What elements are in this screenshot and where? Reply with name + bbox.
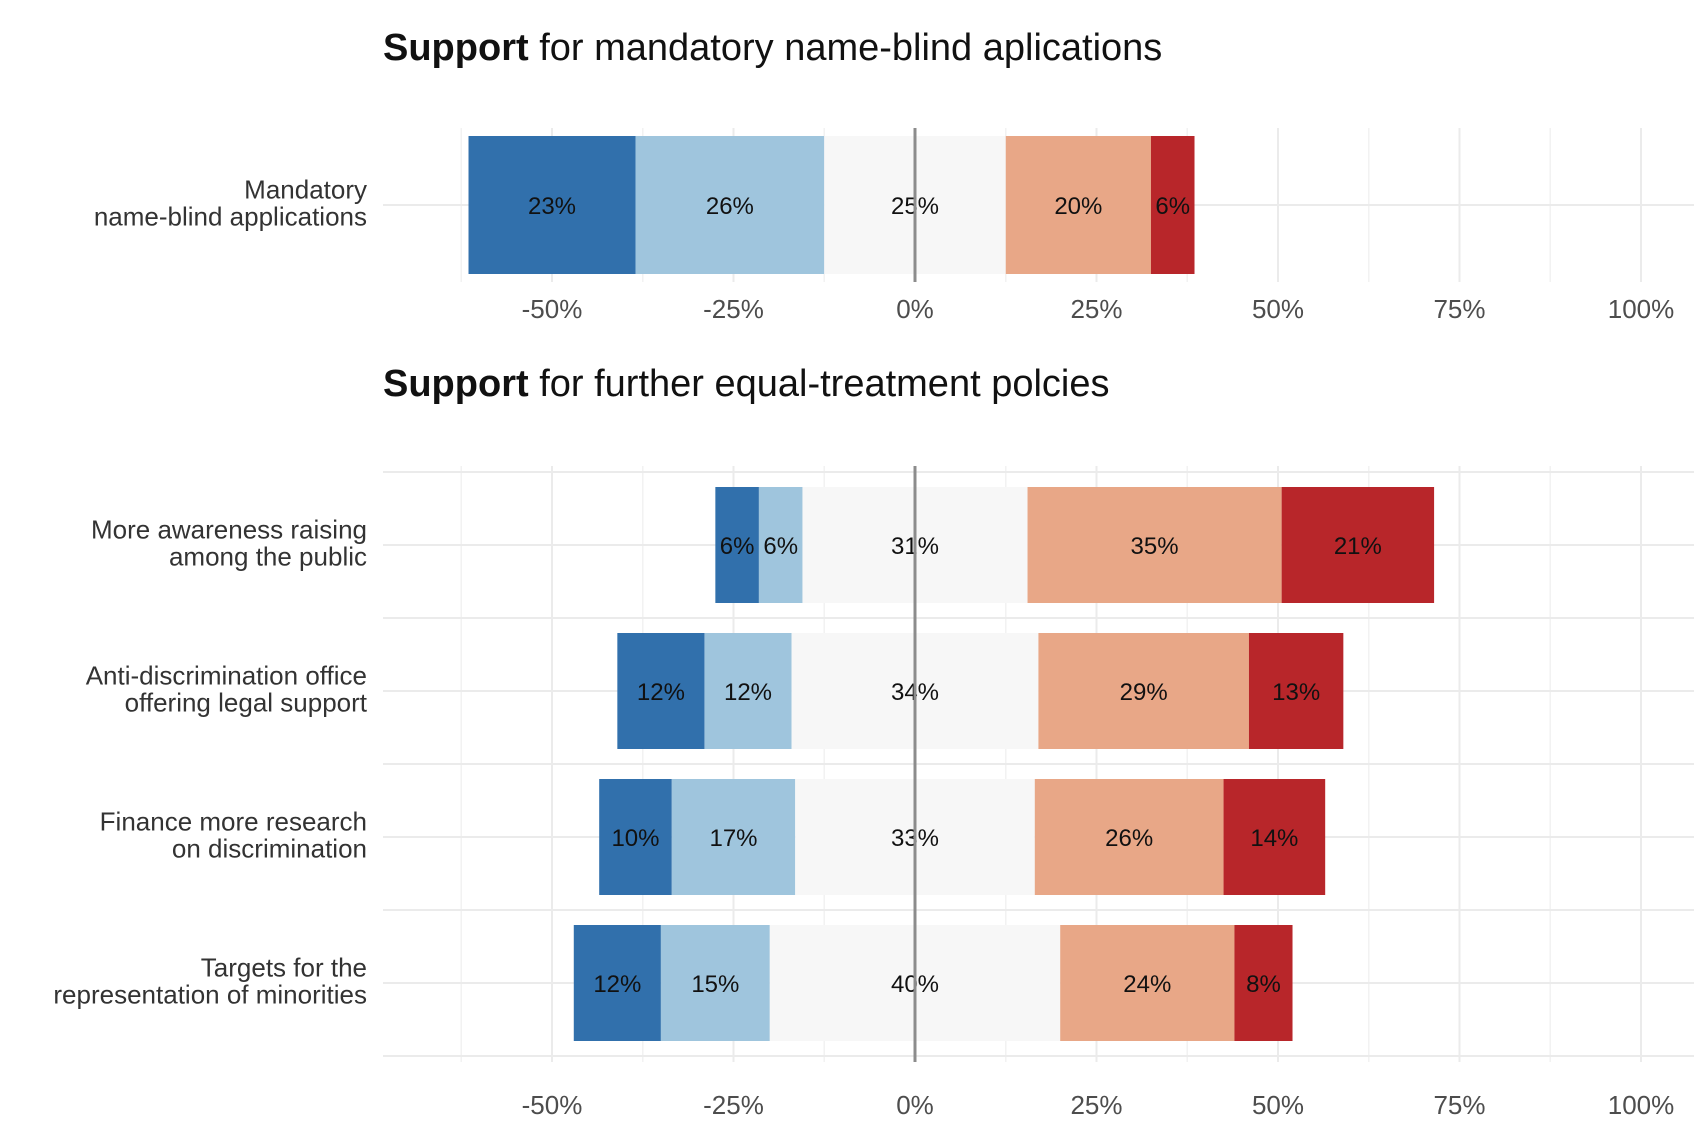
data-label: 6%: [1155, 193, 1190, 220]
chart-title: Support for mandatory name-blind aplicat…: [383, 27, 1162, 69]
x-tick-label: 50%: [1252, 1090, 1304, 1120]
chart-panel-2: Support for further equal-treatment polc…: [53, 363, 1694, 1120]
bar-segment-5: [1150, 136, 1195, 274]
bar-segment-5: [1281, 487, 1435, 603]
x-tick-label: 0%: [896, 294, 934, 324]
x-tick-label: -25%: [703, 294, 764, 324]
bar-segment-4: [1027, 487, 1282, 603]
data-label: 13%: [1272, 679, 1320, 706]
x-tick-label: 100%: [1608, 294, 1675, 324]
category-label: representation of minorities: [53, 980, 367, 1010]
bar-row: 10% 17% 33% 26% 14%: [599, 779, 1326, 895]
bar-row: 6% 6% 31% 35% 21%: [715, 487, 1435, 603]
bar-segment-4: [1034, 779, 1224, 895]
bar-segment-5: [1248, 633, 1344, 749]
data-label: 10%: [611, 825, 659, 852]
x-tick-label: 75%: [1433, 1090, 1485, 1120]
x-tick-label: 75%: [1433, 294, 1485, 324]
bar-segment-1: [715, 487, 759, 603]
chart-title-bold: Support: [383, 363, 529, 405]
x-tick-label: 0%: [896, 1090, 934, 1120]
x-tick-label: 100%: [1608, 1090, 1675, 1120]
data-label: 14%: [1250, 825, 1298, 852]
data-label: 26%: [1105, 825, 1153, 852]
x-tick-label: -25%: [703, 1090, 764, 1120]
bar-segment-1: [573, 925, 661, 1041]
chart-title-rest: for mandatory name-blind aplications: [529, 27, 1163, 69]
data-label: 26%: [706, 193, 754, 220]
bar-row: 12% 12% 34% 29% 13%: [617, 633, 1344, 749]
bar-segment-2: [660, 925, 770, 1041]
chart-title-bold: Support: [383, 27, 529, 69]
x-tick-label: -50%: [522, 1090, 583, 1120]
category-label: Anti-discrimination office: [86, 661, 367, 691]
bar-segment-1: [468, 136, 636, 274]
data-label: 8%: [1246, 971, 1281, 998]
data-label: 6%: [720, 533, 755, 560]
category-label: among the public: [169, 542, 367, 572]
bar-segment-4: [1005, 136, 1151, 274]
bar-segment-5: [1234, 925, 1293, 1041]
data-label: 15%: [691, 971, 739, 998]
data-label: 24%: [1123, 971, 1171, 998]
chart-panel-1: Support for mandatory name-blind aplicat…: [94, 27, 1694, 324]
bar-segment-4: [1060, 925, 1235, 1041]
data-label: 17%: [709, 825, 757, 852]
data-label: 12%: [593, 971, 641, 998]
data-label: 23%: [528, 193, 576, 220]
x-tick-label: 50%: [1252, 294, 1304, 324]
bar-segment-4: [1038, 633, 1249, 749]
bar-segment-2: [758, 487, 803, 603]
bar-segment-1: [599, 779, 672, 895]
data-label: 29%: [1120, 679, 1168, 706]
chart-title-rest: for further equal-treatment polcies: [529, 363, 1110, 405]
bar-segment-1: [617, 633, 705, 749]
data-label: 6%: [763, 533, 798, 560]
category-label: on discrimination: [172, 834, 367, 864]
data-label: 12%: [637, 679, 685, 706]
bar-segment-2: [635, 136, 825, 274]
category-label: offering legal support: [125, 688, 368, 718]
data-label: 20%: [1054, 193, 1102, 220]
bar-segment-5: [1223, 779, 1326, 895]
category-label: Mandatory: [244, 175, 367, 205]
data-label: 12%: [724, 679, 772, 706]
x-tick-label: -50%: [522, 294, 583, 324]
category-label: Targets for the: [201, 953, 367, 983]
x-tick-label: 25%: [1070, 1090, 1122, 1120]
x-tick-label: 25%: [1070, 294, 1122, 324]
category-label: Finance more research: [100, 807, 367, 837]
data-label: 21%: [1334, 533, 1382, 560]
data-label: 35%: [1131, 533, 1179, 560]
category-label: name-blind applications: [94, 202, 367, 232]
bar-row: 23% 26% 25% 20% 6%: [468, 136, 1195, 274]
chart-title: Support for further equal-treatment polc…: [383, 363, 1109, 405]
bar-segment-2: [671, 779, 796, 895]
bar-row: 12% 15% 40% 24% 8%: [573, 925, 1293, 1041]
bar-segment-2: [704, 633, 792, 749]
category-label: More awareness raising: [91, 515, 367, 545]
